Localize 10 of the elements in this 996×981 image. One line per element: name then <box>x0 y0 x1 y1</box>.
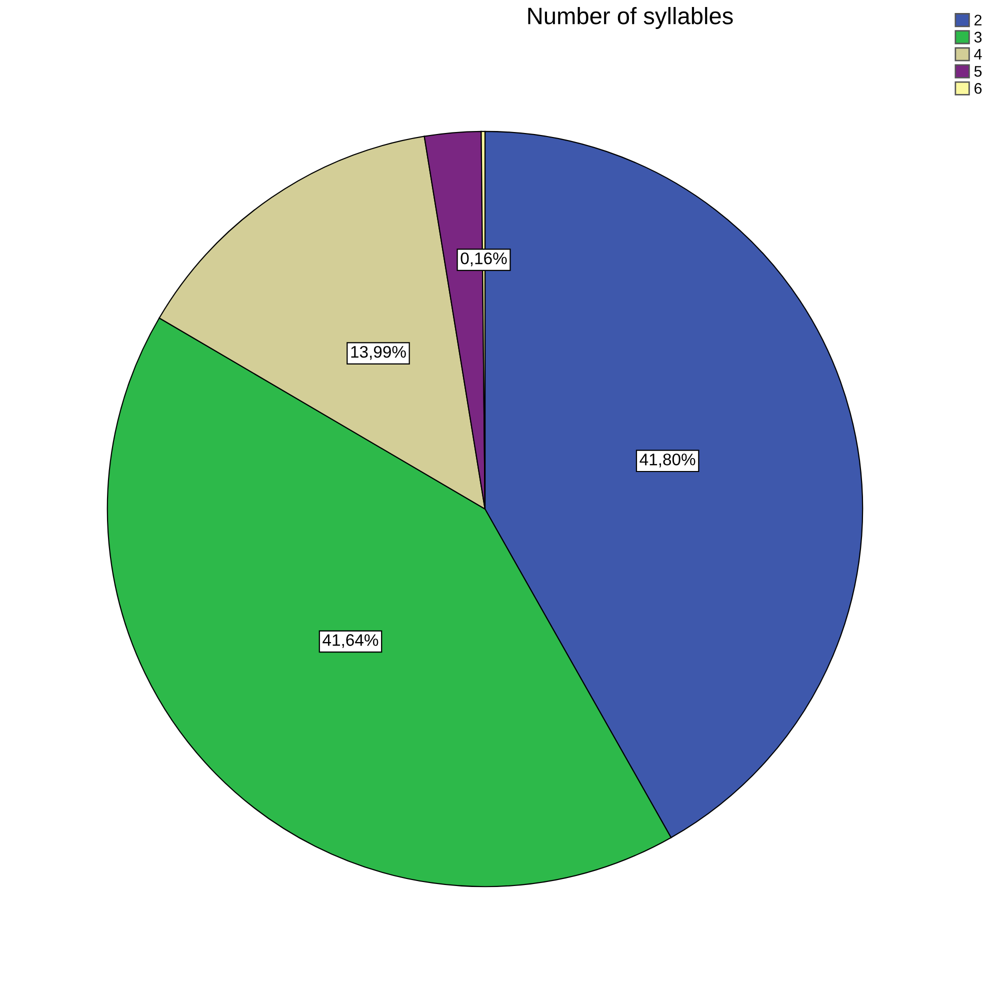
data-label: 41,80% <box>640 454 696 468</box>
legend-label: 2 <box>974 14 982 26</box>
legend-label: 3 <box>974 32 982 43</box>
data-label: 41,64% <box>322 634 378 648</box>
data-label: 0,16% <box>460 252 507 266</box>
legend-label: 6 <box>974 82 982 94</box>
chart-title: Number of syllables <box>528 6 733 30</box>
data-label: 13,99% <box>351 346 406 360</box>
legend-label: 4 <box>974 48 982 60</box>
legend-label: 5 <box>974 66 982 77</box>
